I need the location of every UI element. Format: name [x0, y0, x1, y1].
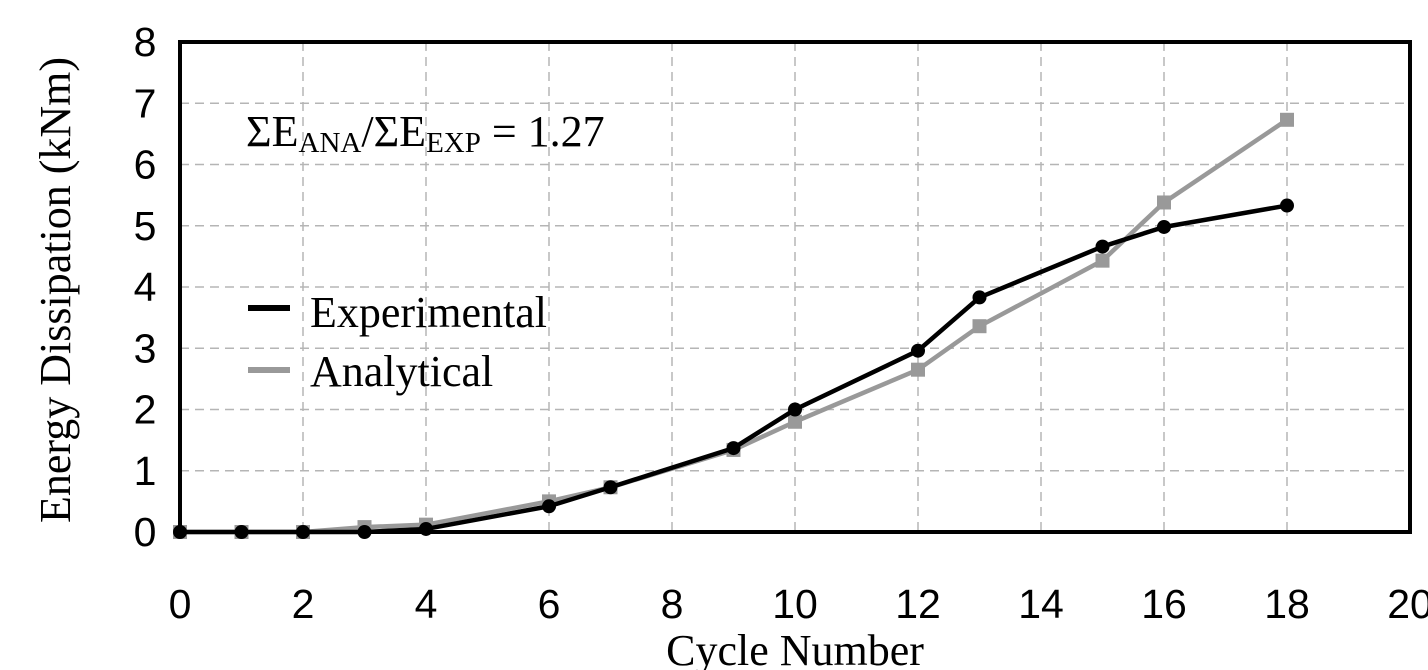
y-axis-title: Energy Dissipation (kNm)	[31, 57, 80, 523]
data-point-analytical	[972, 319, 987, 334]
legend: Experimental Analytical	[248, 288, 547, 396]
data-point-experimental	[972, 290, 987, 305]
data-point-analytical	[1095, 253, 1110, 268]
x-tick-label: 18	[1264, 581, 1310, 627]
x-axis-title: Cycle Number	[666, 626, 924, 670]
x-tick-label: 4	[415, 581, 438, 627]
data-point-experimental	[726, 441, 741, 456]
data-point-analytical	[788, 414, 802, 429]
x-tick-label: 12	[895, 581, 941, 627]
grid-layer	[180, 42, 1410, 532]
x-tick-label: 8	[661, 581, 684, 627]
x-tick-label: 6	[538, 581, 561, 627]
annotation-value: = 1.27	[481, 107, 605, 156]
y-tick-label: 4	[134, 264, 157, 310]
y-tick-label: 3	[134, 325, 157, 371]
data-point-experimental	[1095, 239, 1110, 254]
data-point-experimental	[911, 343, 925, 358]
annotation-slash: /ΣE	[361, 107, 426, 156]
data-point-experimental	[1157, 219, 1171, 234]
x-tick-label: 20	[1387, 581, 1428, 627]
legend-label-experimental: Experimental	[310, 288, 547, 337]
annotation-sigma-1: ΣE	[246, 107, 299, 156]
plot-frame	[178, 40, 1412, 534]
data-point-analytical	[911, 362, 925, 377]
data-point-analytical	[1157, 195, 1171, 210]
x-tick-label: 10	[772, 581, 818, 627]
ratio-annotation: ΣEANA/ΣEEXP = 1.27	[246, 107, 605, 159]
y-tick-label: 7	[134, 80, 157, 126]
annotation-subscript-ana: ANA	[299, 127, 362, 159]
data-point-experimental	[788, 402, 802, 417]
y-tick-label: 2	[134, 387, 157, 433]
data-point-analytical	[1280, 112, 1294, 127]
y-tick-label: 1	[134, 448, 157, 494]
y-tick-label: 0	[134, 509, 157, 555]
y-tick-label: 5	[134, 203, 157, 249]
data-point-experimental	[542, 499, 556, 514]
x-tick-label: 16	[1141, 581, 1187, 627]
data-point-experimental	[1280, 198, 1294, 213]
data-point-experimental	[603, 480, 618, 495]
annotation-subscript-exp: EXP	[426, 127, 481, 159]
y-tick-label: 6	[134, 142, 157, 188]
x-tick-label: 2	[292, 581, 315, 627]
y-tick-label: 8	[134, 19, 157, 65]
legend-label-analytical: Analytical	[310, 347, 493, 396]
x-tick-label: 0	[169, 581, 192, 627]
x-tick-label: 14	[1018, 581, 1064, 627]
